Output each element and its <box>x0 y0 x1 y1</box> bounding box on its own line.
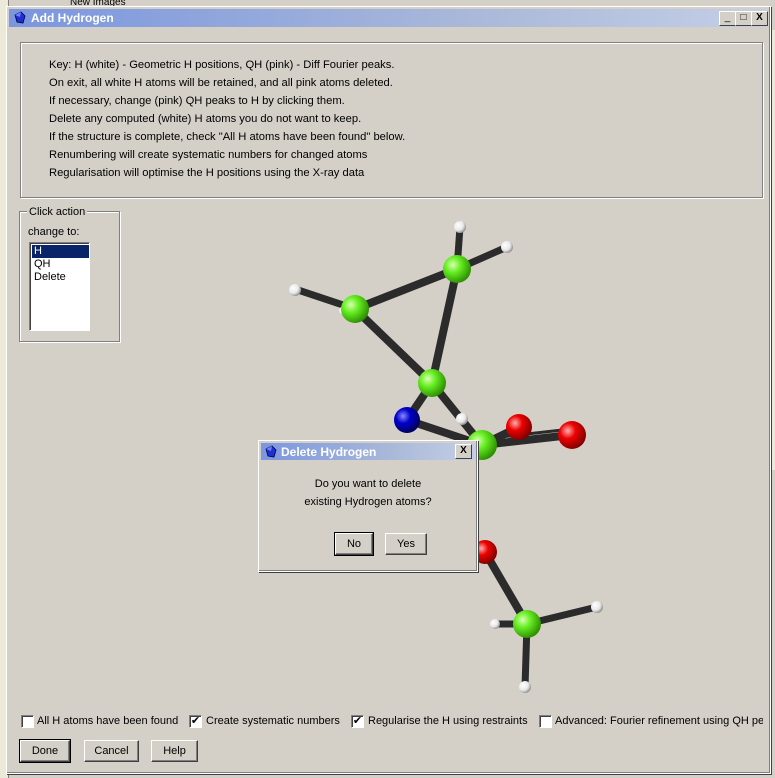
info-line-key: Key: H (white) - Geometric H positions, … <box>49 59 395 71</box>
regularise-checkbox[interactable]: ✔ <box>351 715 364 728</box>
bond <box>351 265 461 313</box>
done-button[interactable]: Done <box>19 739 71 763</box>
hydrogen-atom[interactable] <box>456 413 468 425</box>
carbon-atom[interactable] <box>513 610 541 638</box>
info-panel <box>20 42 763 198</box>
dialog-message-line1: Do you want to delete <box>314 478 422 490</box>
app-icon <box>265 445 277 458</box>
regularise-label: Regularise the H using restraints <box>368 715 528 727</box>
list-item-qh[interactable]: QH <box>34 258 51 270</box>
carbon-atom[interactable] <box>341 295 369 323</box>
oxygen-atom[interactable] <box>558 421 586 449</box>
click-action-legend: Click action <box>27 206 88 218</box>
info-line-regularise: Regularisation will optimise the H posit… <box>49 167 365 179</box>
dialog-message-line2: existing Hydrogen atoms? <box>304 496 432 508</box>
close-icon: X <box>756 12 763 23</box>
info-line-delete: Delete any computed (white) H atoms you … <box>49 113 362 125</box>
hydrogen-atom[interactable] <box>454 221 466 233</box>
dialog-titlebar[interactable]: Delete Hydrogen X <box>261 443 475 460</box>
dialog-close-button[interactable]: X <box>455 444 472 459</box>
no-button[interactable]: No <box>334 532 374 556</box>
dialog-title: Delete Hydrogen <box>281 445 377 459</box>
bond <box>428 265 461 387</box>
bond <box>351 305 436 387</box>
background-app-text: New Images <box>70 0 126 6</box>
advanced-label: Advanced: Fourier refinement using QH pe <box>555 715 763 727</box>
minimize-icon: _ <box>724 12 731 23</box>
list-item-delete[interactable]: Delete <box>34 271 66 283</box>
hydrogen-atom[interactable] <box>490 619 500 629</box>
close-button[interactable]: X <box>751 11 768 26</box>
delete-hydrogen-dialog: Delete Hydrogen X Do you want to delete … <box>258 440 478 572</box>
minimize-button[interactable]: _ <box>719 11 736 26</box>
app-icon <box>14 11 26 24</box>
close-icon: X <box>460 445 467 456</box>
check-icon: ✔ <box>352 715 363 727</box>
maximize-button[interactable]: □ <box>735 11 752 26</box>
nitrogen-atom[interactable] <box>394 407 420 433</box>
info-line-renumber: Renumbering will create systematic numbe… <box>49 149 368 161</box>
systematic-numbers-label: Create systematic numbers <box>206 715 340 727</box>
carbon-atom[interactable] <box>418 369 446 397</box>
info-line-exit: On exit, all white H atoms will be retai… <box>49 77 393 89</box>
help-button[interactable]: Help <box>151 740 198 762</box>
carbon-atom[interactable] <box>443 255 471 283</box>
hydrogen-atom[interactable] <box>289 284 301 296</box>
all-h-found-checkbox[interactable] <box>21 715 34 728</box>
advanced-checkbox[interactable] <box>539 715 552 728</box>
check-icon: ✔ <box>190 715 201 727</box>
maximize-icon: □ <box>740 12 747 23</box>
hydrogen-atom[interactable] <box>501 241 513 253</box>
add-hydrogen-window: Add Hydrogen _ □ X Key: H (white) - Geom… <box>6 6 771 774</box>
all-h-found-label: All H atoms have been found <box>37 715 179 727</box>
window-title: Add Hydrogen <box>31 11 114 25</box>
info-line-complete: If the structure is complete, check "All… <box>49 131 406 143</box>
window-titlebar[interactable]: Add Hydrogen _ □ X <box>9 9 768 27</box>
yes-button[interactable]: Yes <box>385 533 427 555</box>
background-right-strip <box>769 30 775 470</box>
change-to-label: change to: <box>28 226 80 238</box>
oxygen-atom[interactable] <box>506 414 532 440</box>
info-line-change: If necessary, change (pink) QH peaks to … <box>49 95 345 107</box>
hydrogen-atom[interactable] <box>519 681 531 693</box>
cancel-button[interactable]: Cancel <box>84 740 139 762</box>
click-action-listbox[interactable]: H QH Delete <box>29 242 90 331</box>
hydrogen-atom[interactable] <box>591 601 603 613</box>
systematic-numbers-checkbox[interactable]: ✔ <box>189 715 202 728</box>
oxygen-atom[interactable] <box>473 540 497 564</box>
list-item-h[interactable]: H <box>32 245 89 258</box>
